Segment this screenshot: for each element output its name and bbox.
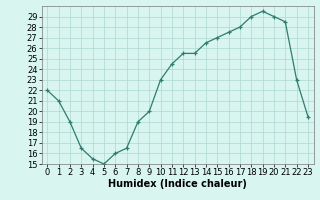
X-axis label: Humidex (Indice chaleur): Humidex (Indice chaleur): [108, 179, 247, 189]
